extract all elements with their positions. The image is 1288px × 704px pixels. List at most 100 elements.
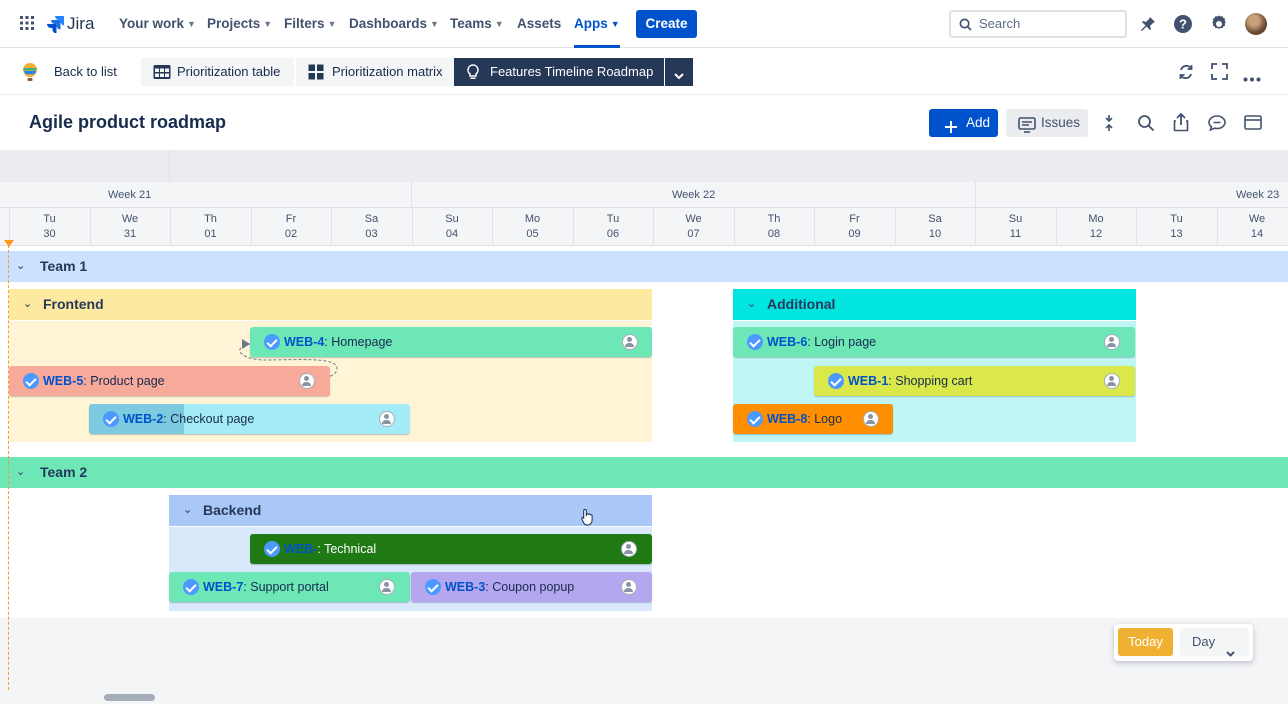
fullscreen-icon[interactable]: [1211, 63, 1228, 85]
day-date: 01: [204, 228, 217, 240]
sidebar-divider: [169, 150, 170, 182]
issue-bar[interactable]: WEB-4: Homepage: [250, 327, 652, 357]
week-row: Week 21 Week 22 Week 23: [0, 182, 1288, 208]
nav-your-work[interactable]: Your work ▼: [119, 0, 196, 48]
help-icon[interactable]: ?: [1173, 14, 1193, 39]
group-header[interactable]: ⌄ Additional: [733, 289, 1136, 320]
svg-text:?: ?: [1179, 17, 1187, 32]
day-name: We: [685, 213, 702, 225]
assignee-avatar-icon[interactable]: [621, 579, 637, 595]
assignee-avatar-icon[interactable]: [1104, 373, 1120, 389]
team-row[interactable]: ⌄ Team 2: [0, 457, 1288, 488]
assignee-avatar-icon[interactable]: [622, 334, 638, 350]
issue-bar[interactable]: WEB-2: Checkout page: [89, 404, 410, 434]
day-name: Fr: [849, 213, 860, 225]
nav-dashboards[interactable]: Dashboards ▼: [349, 0, 439, 48]
week-label: Week 21: [108, 189, 152, 201]
assignee-avatar-icon[interactable]: [1104, 334, 1120, 350]
tab-features-timeline-roadmap[interactable]: Features Timeline Roadmap: [454, 58, 664, 86]
nav-projects[interactable]: Projects ▼: [207, 0, 272, 48]
day-date: 09: [848, 228, 861, 240]
view-dropdown-button[interactable]: [665, 58, 693, 86]
day-column-header: Fr 02: [250, 208, 331, 246]
chevron-down-icon[interactable]: ⌄: [16, 260, 26, 272]
day-column-header: Th 08: [733, 208, 814, 246]
nav-filters-label: Filters: [284, 16, 325, 31]
chevron-down-icon: ▼: [263, 19, 273, 29]
nav-teams[interactable]: Teams ▼: [450, 0, 504, 48]
top-navigation: Jira Your work ▼ Projects ▼ Filters ▼ Dashb…: [0, 0, 1288, 48]
chevron-down-icon[interactable]: ⌄: [183, 504, 193, 516]
group-name: Frontend: [43, 296, 104, 312]
nav-filters[interactable]: Filters ▼: [284, 0, 336, 48]
nav-assets[interactable]: Assets: [517, 0, 561, 48]
group-header[interactable]: ⌄ Frontend: [9, 289, 652, 320]
day-column-header: Sa 10: [894, 208, 975, 246]
jira-logo-text: Jira: [67, 14, 95, 33]
notifications-icon[interactable]: [1139, 15, 1157, 38]
chevron-down-icon[interactable]: ⌄: [16, 466, 26, 478]
chevron-down-icon: [1226, 639, 1235, 667]
zoom-level-select[interactable]: Day: [1180, 628, 1249, 657]
day-column-header: Tu 06: [572, 208, 653, 246]
share-icon[interactable]: [1173, 112, 1189, 137]
create-button[interactable]: Create: [636, 10, 697, 38]
issues-button[interactable]: Issues: [1006, 109, 1088, 137]
issue-bar[interactable]: WEB-3: Coupon popup: [411, 572, 652, 602]
search-icon[interactable]: [1137, 114, 1155, 137]
assignee-avatar-icon[interactable]: [863, 411, 879, 427]
issue-title: Product page: [90, 374, 165, 388]
search-input[interactable]: Search: [949, 10, 1127, 38]
issue-bar[interactable]: WEB-1: Shopping cart: [814, 366, 1135, 396]
issue-key: WEB-8: [767, 412, 808, 426]
expand-collapse-icon[interactable]: [1103, 114, 1115, 137]
today-button[interactable]: Today: [1118, 628, 1173, 656]
user-avatar[interactable]: [1245, 13, 1267, 35]
assignee-avatar-icon[interactable]: [379, 411, 395, 427]
settings-gear-icon[interactable]: [1209, 14, 1229, 39]
team-row[interactable]: ⌄ Team 1: [0, 251, 1288, 282]
issue-bar[interactable]: WEB-7: Support portal: [169, 572, 410, 602]
tab-prioritization-matrix[interactable]: Prioritization matrix: [296, 58, 454, 86]
refresh-icon[interactable]: [1177, 63, 1195, 86]
add-button[interactable]: Add: [929, 109, 998, 137]
more-options-icon[interactable]: [1243, 69, 1261, 87]
issue-key: WEB-5: [43, 374, 84, 388]
assignee-avatar-icon[interactable]: [299, 373, 315, 389]
chevron-down-icon[interactable]: ⌄: [747, 298, 757, 310]
tab-prioritization-table[interactable]: Prioritization table: [141, 58, 294, 86]
issue-key: WEB-7: [203, 580, 244, 594]
panel-icon[interactable]: [1244, 115, 1262, 135]
group-header[interactable]: ⌄ Backend: [169, 495, 652, 526]
issue-bar[interactable]: WEB-6: Login page: [733, 327, 1135, 357]
day-date: 04: [445, 228, 459, 240]
day-column-header: Su 04: [411, 208, 492, 246]
day-name: Mo: [524, 213, 541, 225]
issue-bar[interactable]: WEB-8: Logo: [733, 404, 893, 434]
issue-bar[interactable]: WEB-: Technical: [250, 534, 652, 564]
assignee-avatar-icon[interactable]: [621, 541, 637, 557]
week-divider: [975, 182, 976, 208]
horizontal-scrollbar[interactable]: [104, 694, 155, 701]
issue-title: Login page: [814, 335, 877, 349]
balloon-logo-icon: [21, 62, 39, 87]
chevron-down-icon: ▼: [327, 19, 337, 29]
day-column-header: Mo 05: [492, 208, 572, 246]
assignee-avatar-icon[interactable]: [379, 579, 395, 595]
back-to-list-link[interactable]: Back to list: [54, 64, 117, 79]
timeline-header-strip: [0, 150, 1288, 182]
issue-bar[interactable]: WEB-5: Product page: [9, 366, 330, 396]
chevron-down-icon[interactable]: ⌄: [23, 298, 33, 310]
plus-icon: [944, 116, 958, 144]
issue-title: Support portal: [250, 580, 329, 594]
check-icon: [747, 334, 763, 350]
issue-key: WEB-4: [284, 335, 325, 349]
day-date: 05: [526, 228, 539, 240]
search-placeholder: Search: [979, 16, 1021, 31]
comment-icon[interactable]: [1208, 114, 1226, 137]
nav-apps[interactable]: Apps ▼: [574, 0, 620, 48]
day-name: Tu: [43, 213, 56, 225]
app-switcher-icon[interactable]: [19, 15, 35, 31]
day-date: 07: [687, 228, 700, 240]
